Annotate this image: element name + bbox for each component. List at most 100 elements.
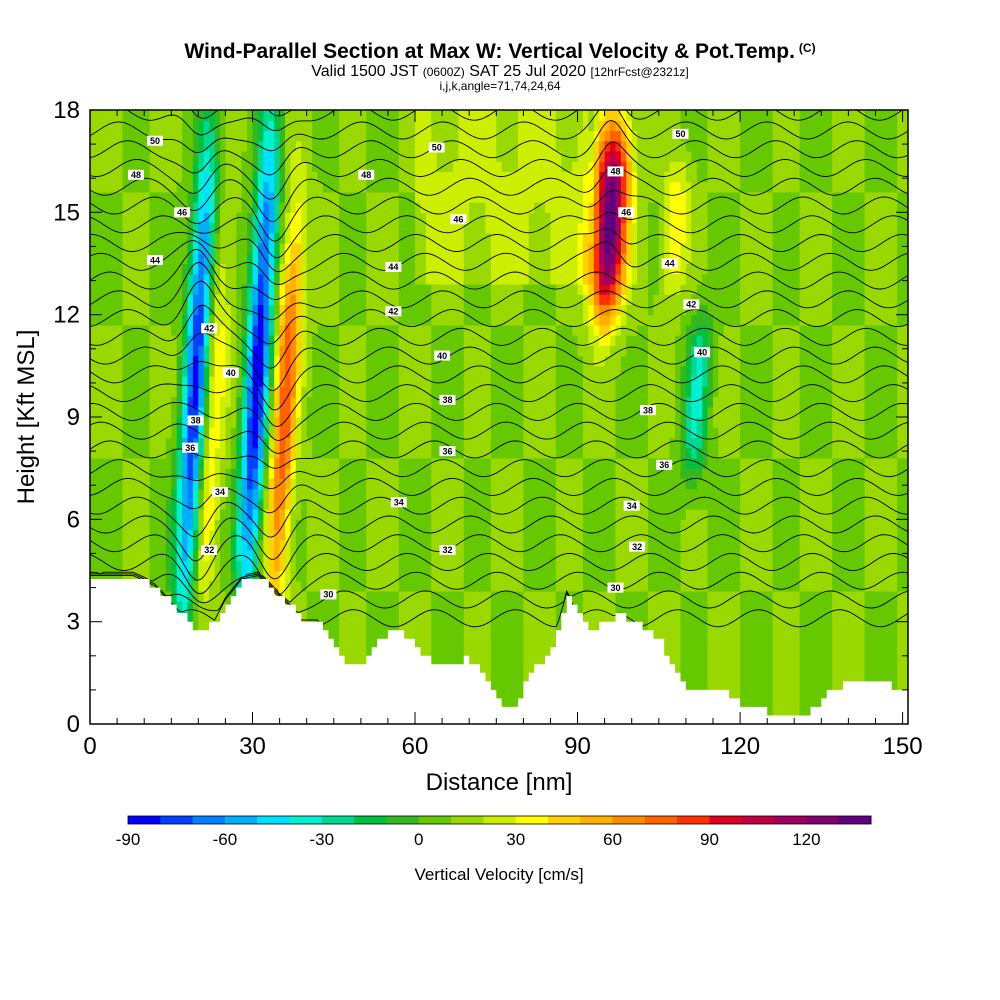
velocity-cell [620, 150, 627, 162]
velocity-cell [512, 457, 519, 592]
velocity-cell [247, 212, 254, 254]
velocity-cell [192, 232, 199, 254]
velocity-cell [431, 590, 438, 724]
y-tick-label: 6 [67, 506, 80, 533]
velocity-cell [729, 191, 736, 326]
velocity-cell [268, 406, 275, 439]
velocity-cell [501, 171, 508, 285]
velocity-cell [252, 171, 259, 213]
velocity-cell [750, 110, 757, 193]
velocity-cell [539, 202, 546, 285]
velocity-cell [187, 314, 194, 336]
velocity-cell [263, 488, 270, 510]
velocity-cell [794, 457, 801, 592]
velocity-cell [257, 222, 264, 244]
velocity-cell [285, 539, 292, 602]
velocity-cell [350, 191, 357, 326]
velocity-cell [756, 191, 763, 326]
velocity-cell [122, 191, 129, 326]
y-tick-label: 15 [53, 199, 80, 226]
velocity-cell [203, 560, 210, 602]
velocity-cell [198, 468, 205, 490]
velocity-cell [680, 590, 687, 724]
velocity-cell [615, 314, 622, 326]
velocity-cell [333, 324, 340, 459]
velocity-cell [192, 509, 199, 531]
velocity-cell [295, 243, 302, 377]
velocity-cell [198, 150, 205, 172]
velocity-cell [702, 590, 709, 724]
velocity-cell [192, 457, 199, 479]
colorbar-tick-label: -60 [213, 830, 238, 849]
velocity-cell [95, 110, 102, 193]
velocity-cell [295, 376, 302, 418]
velocity-cell [106, 457, 113, 592]
theta-contour-label: 34 [390, 497, 407, 508]
velocity-cell [756, 590, 763, 724]
colorbar-tick-label: 90 [700, 830, 719, 849]
velocity-cell [740, 324, 747, 459]
theta-label-bg [182, 442, 199, 453]
theta-contour-line [90, 571, 908, 604]
theta-contour-label: 44 [385, 261, 402, 272]
velocity-cell [599, 365, 606, 459]
velocity-cell [192, 478, 199, 490]
velocity-cell [263, 509, 270, 623]
velocity-cell [702, 468, 709, 510]
theta-label-bg [320, 589, 337, 600]
velocity-cell [599, 110, 606, 121]
velocity-cell [588, 130, 595, 162]
velocity-cell [279, 324, 286, 346]
velocity-cell [171, 191, 178, 336]
velocity-cell [593, 294, 600, 306]
valid-date-text: SAT 25 Jul 2020 [469, 63, 587, 80]
velocity-cell [344, 590, 351, 724]
theta-contour-line [90, 383, 908, 427]
velocity-cell [626, 120, 633, 142]
velocity-cell [707, 314, 714, 408]
velocity-cell [203, 345, 210, 367]
velocity-cell [198, 427, 205, 439]
velocity-cell [880, 110, 887, 193]
theta-contour-label: 34 [623, 500, 640, 511]
velocity-cell [610, 150, 617, 162]
velocity-cell [241, 478, 248, 541]
velocity-cell [187, 335, 194, 367]
velocity-cell [745, 191, 752, 326]
velocity-cell [599, 120, 606, 132]
velocity-cell [187, 294, 194, 316]
velocity-cell [561, 283, 568, 326]
velocity-cell [198, 110, 205, 121]
velocity-cell [279, 202, 286, 244]
velocity-cell [485, 110, 492, 234]
velocity-cell [339, 110, 346, 193]
velocity-cell [691, 437, 698, 459]
velocity-cell [458, 283, 465, 326]
velocity-cell [279, 243, 286, 265]
velocity-cell [880, 590, 887, 724]
velocity-cell [285, 304, 292, 326]
theta-label-text: 36 [659, 460, 669, 470]
velocity-cell [599, 222, 606, 265]
velocity-cell [512, 324, 519, 459]
velocity-cell [436, 110, 443, 172]
velocity-cell [696, 590, 703, 724]
velocity-cell [469, 457, 476, 592]
velocity-cell [615, 110, 622, 121]
velocity-cell [431, 140, 438, 285]
velocity-cell [214, 519, 221, 724]
velocity-cell [821, 590, 828, 724]
velocity-cell [517, 457, 524, 592]
theta-contour-line [90, 190, 908, 242]
velocity-cell [718, 457, 725, 592]
velocity-cell [783, 110, 790, 193]
velocity-cell [610, 120, 617, 132]
velocity-cell [593, 314, 600, 326]
velocity-cell [257, 110, 264, 142]
velocity-cell [344, 191, 351, 326]
velocity-cell [599, 304, 606, 316]
velocity-cell [853, 324, 860, 459]
theta-label-text: 46 [177, 208, 187, 218]
velocity-cell [691, 376, 698, 439]
velocity-cell [599, 294, 606, 306]
